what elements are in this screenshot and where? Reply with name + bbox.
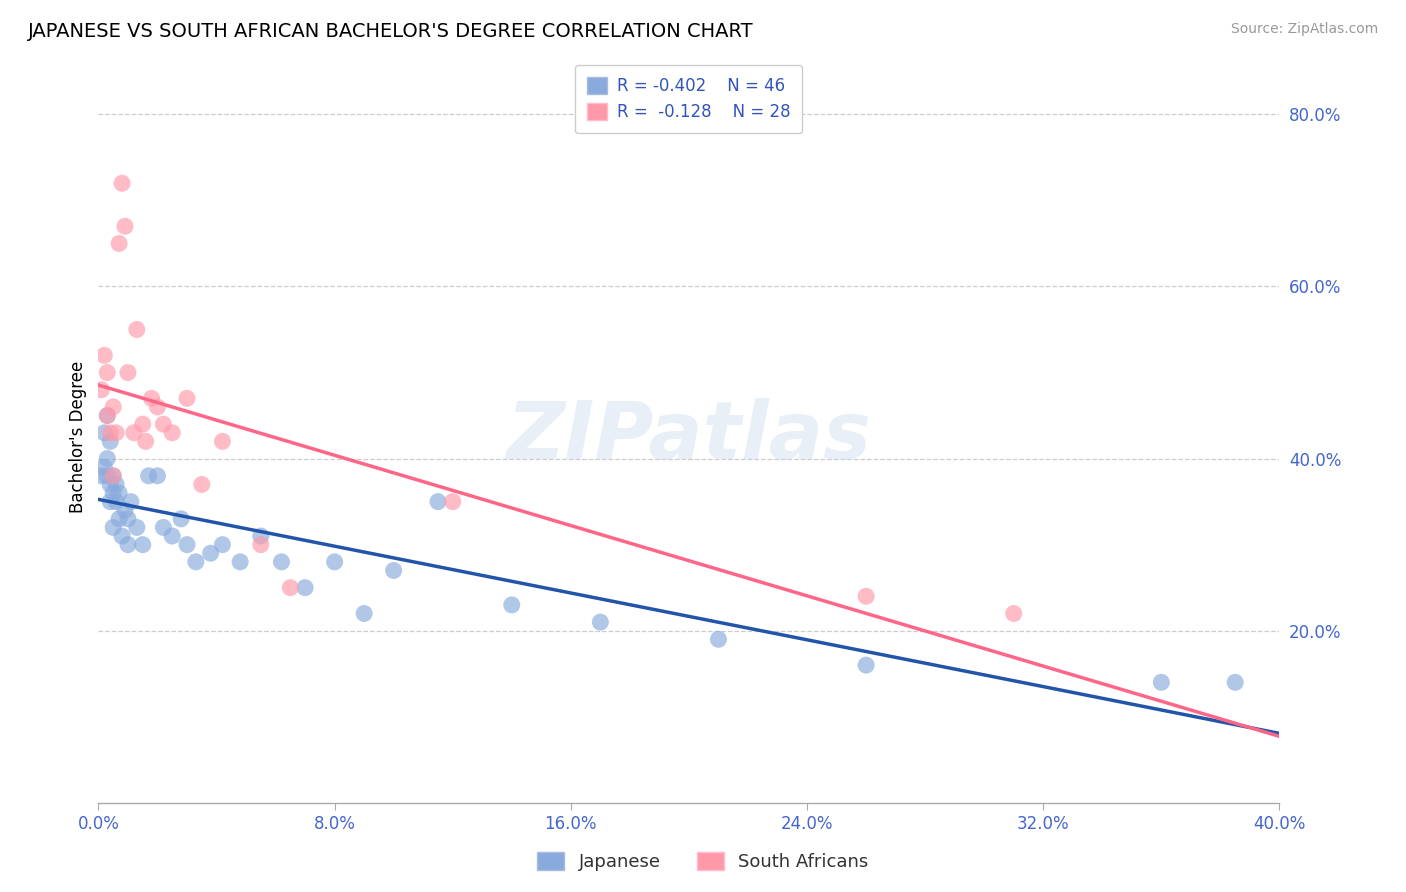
Point xyxy=(211,434,233,449)
Point xyxy=(103,400,125,414)
Point xyxy=(501,598,523,612)
Point xyxy=(105,425,128,440)
Point xyxy=(108,236,131,251)
Point xyxy=(93,348,115,362)
Point xyxy=(103,468,125,483)
Point xyxy=(250,538,273,552)
Point xyxy=(146,400,169,414)
Point xyxy=(184,555,207,569)
Point xyxy=(138,468,160,483)
Point xyxy=(108,512,131,526)
Point xyxy=(152,520,174,534)
Point xyxy=(117,366,139,380)
Point xyxy=(1223,675,1246,690)
Point xyxy=(353,607,375,621)
Legend: Japanese, South Africans: Japanese, South Africans xyxy=(530,845,876,879)
Point xyxy=(170,512,193,526)
Point xyxy=(120,494,142,508)
Point xyxy=(125,322,148,336)
Point xyxy=(114,219,136,234)
Point xyxy=(90,468,112,483)
Y-axis label: Bachelor's Degree: Bachelor's Degree xyxy=(69,361,87,513)
Point xyxy=(98,477,121,491)
Point xyxy=(441,494,464,508)
Point xyxy=(855,589,877,603)
Point xyxy=(122,425,145,440)
Point xyxy=(103,486,125,500)
Point xyxy=(135,434,157,449)
Point xyxy=(98,494,121,508)
Point xyxy=(111,529,134,543)
Point xyxy=(1150,675,1173,690)
Point xyxy=(105,477,128,491)
Point xyxy=(90,383,112,397)
Text: JAPANESE VS SOUTH AFRICAN BACHELOR'S DEGREE CORRELATION CHART: JAPANESE VS SOUTH AFRICAN BACHELOR'S DEG… xyxy=(28,22,754,41)
Point xyxy=(323,555,346,569)
Point xyxy=(132,538,155,552)
Point xyxy=(278,581,302,595)
Text: Source: ZipAtlas.com: Source: ZipAtlas.com xyxy=(1230,22,1378,37)
Point xyxy=(103,468,125,483)
Point xyxy=(98,434,121,449)
Point xyxy=(176,392,198,406)
Point xyxy=(176,538,198,552)
Point xyxy=(141,392,163,406)
Point xyxy=(125,520,148,534)
Legend: R = -0.402    N = 46, R =  -0.128    N = 28: R = -0.402 N = 46, R = -0.128 N = 28 xyxy=(575,65,803,133)
Point xyxy=(162,425,183,440)
Point xyxy=(146,468,169,483)
Point xyxy=(200,546,222,560)
Point xyxy=(427,494,450,508)
Point xyxy=(93,425,115,440)
Point xyxy=(707,632,730,647)
Point xyxy=(132,417,155,432)
Point xyxy=(96,409,118,423)
Point xyxy=(96,409,118,423)
Point xyxy=(103,520,125,534)
Point xyxy=(114,503,136,517)
Point xyxy=(1002,607,1025,621)
Point xyxy=(108,486,131,500)
Text: ZIPatlas: ZIPatlas xyxy=(506,398,872,476)
Point xyxy=(229,555,252,569)
Point xyxy=(191,477,214,491)
Point xyxy=(211,538,233,552)
Point xyxy=(589,615,612,629)
Point xyxy=(152,417,174,432)
Point xyxy=(382,564,405,578)
Point xyxy=(93,460,115,475)
Point xyxy=(855,658,877,673)
Point xyxy=(98,425,121,440)
Point xyxy=(270,555,292,569)
Point xyxy=(96,366,118,380)
Point xyxy=(117,538,139,552)
Point xyxy=(105,494,128,508)
Point xyxy=(162,529,183,543)
Point xyxy=(294,581,316,595)
Point xyxy=(250,529,273,543)
Point xyxy=(96,451,118,466)
Point xyxy=(96,468,118,483)
Point xyxy=(117,512,139,526)
Point xyxy=(111,176,134,190)
